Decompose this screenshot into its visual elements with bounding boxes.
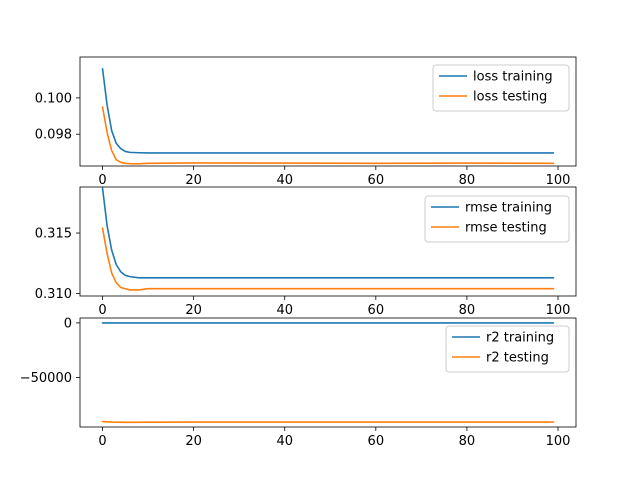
rmse-x-tick-label: 100: [546, 303, 571, 318]
loss-series-training-line: [101, 68, 555, 154]
rmse-axes-frame: [79, 186, 577, 297]
r2-x-tick-label: 100: [546, 434, 571, 449]
rmse-x-tick-label: 0: [98, 303, 106, 318]
loss-axes-frame: [79, 56, 577, 167]
r2-legend: r2 training r2 testing: [445, 325, 570, 373]
loss-x-tick-label: 60: [368, 173, 385, 188]
loss-x-tick-label: 0: [98, 173, 106, 188]
rmse-legend-box: [424, 195, 570, 243]
loss-y-tick-label: 0.100: [35, 91, 72, 106]
r2-x-tick-label: 60: [368, 434, 385, 449]
rmse-legend-label-training: rmse training: [465, 201, 552, 216]
rmse-series-training-line: [101, 187, 555, 279]
r2-x-tick-label: 40: [276, 434, 293, 449]
loss-x-tick-label: 20: [185, 173, 202, 188]
rmse-y-tick-label: 0.315: [35, 227, 72, 242]
r2-axes-frame: [79, 317, 577, 428]
rmse-x-tick-label: 20: [185, 303, 202, 318]
loss-x-tick-label: 80: [459, 173, 476, 188]
r2-y-tick-label: 0: [64, 316, 72, 331]
rmse-legend: rmse training rmse testing: [424, 195, 570, 243]
r2-x-tick-label: 0: [98, 434, 106, 449]
r2-subplot: 0 20 40 60 80 100 0 −50000 r2 training r2 testing: [20, 316, 577, 449]
r2-x-tick-label: 80: [459, 434, 476, 449]
loss-x-tick-label: 100: [546, 173, 571, 188]
loss-legend-label-training: loss training: [473, 70, 553, 85]
rmse-series-testing-line: [101, 227, 555, 291]
r2-y-tick-label: −50000: [20, 371, 72, 386]
rmse-x-tick-label: 80: [459, 303, 476, 318]
r2-x-tick-label: 20: [185, 434, 202, 449]
rmse-y-tick-label: 0.310: [35, 287, 72, 302]
r2-legend-label-training: r2 training: [486, 331, 554, 346]
loss-x-tick-label: 40: [276, 173, 293, 188]
rmse-x-tick-label: 40: [276, 303, 293, 318]
loss-legend: loss training loss testing: [432, 64, 570, 112]
loss-y-tick-label: 0.098: [35, 128, 72, 143]
loss-series-testing-line: [101, 106, 555, 165]
rmse-x-tick-label: 60: [368, 303, 385, 318]
r2-legend-label-testing: r2 testing: [486, 351, 549, 366]
loss-legend-label-testing: loss testing: [473, 90, 547, 105]
rmse-legend-label-testing: rmse testing: [465, 221, 547, 236]
r2-series-testing-line: [101, 420, 555, 424]
